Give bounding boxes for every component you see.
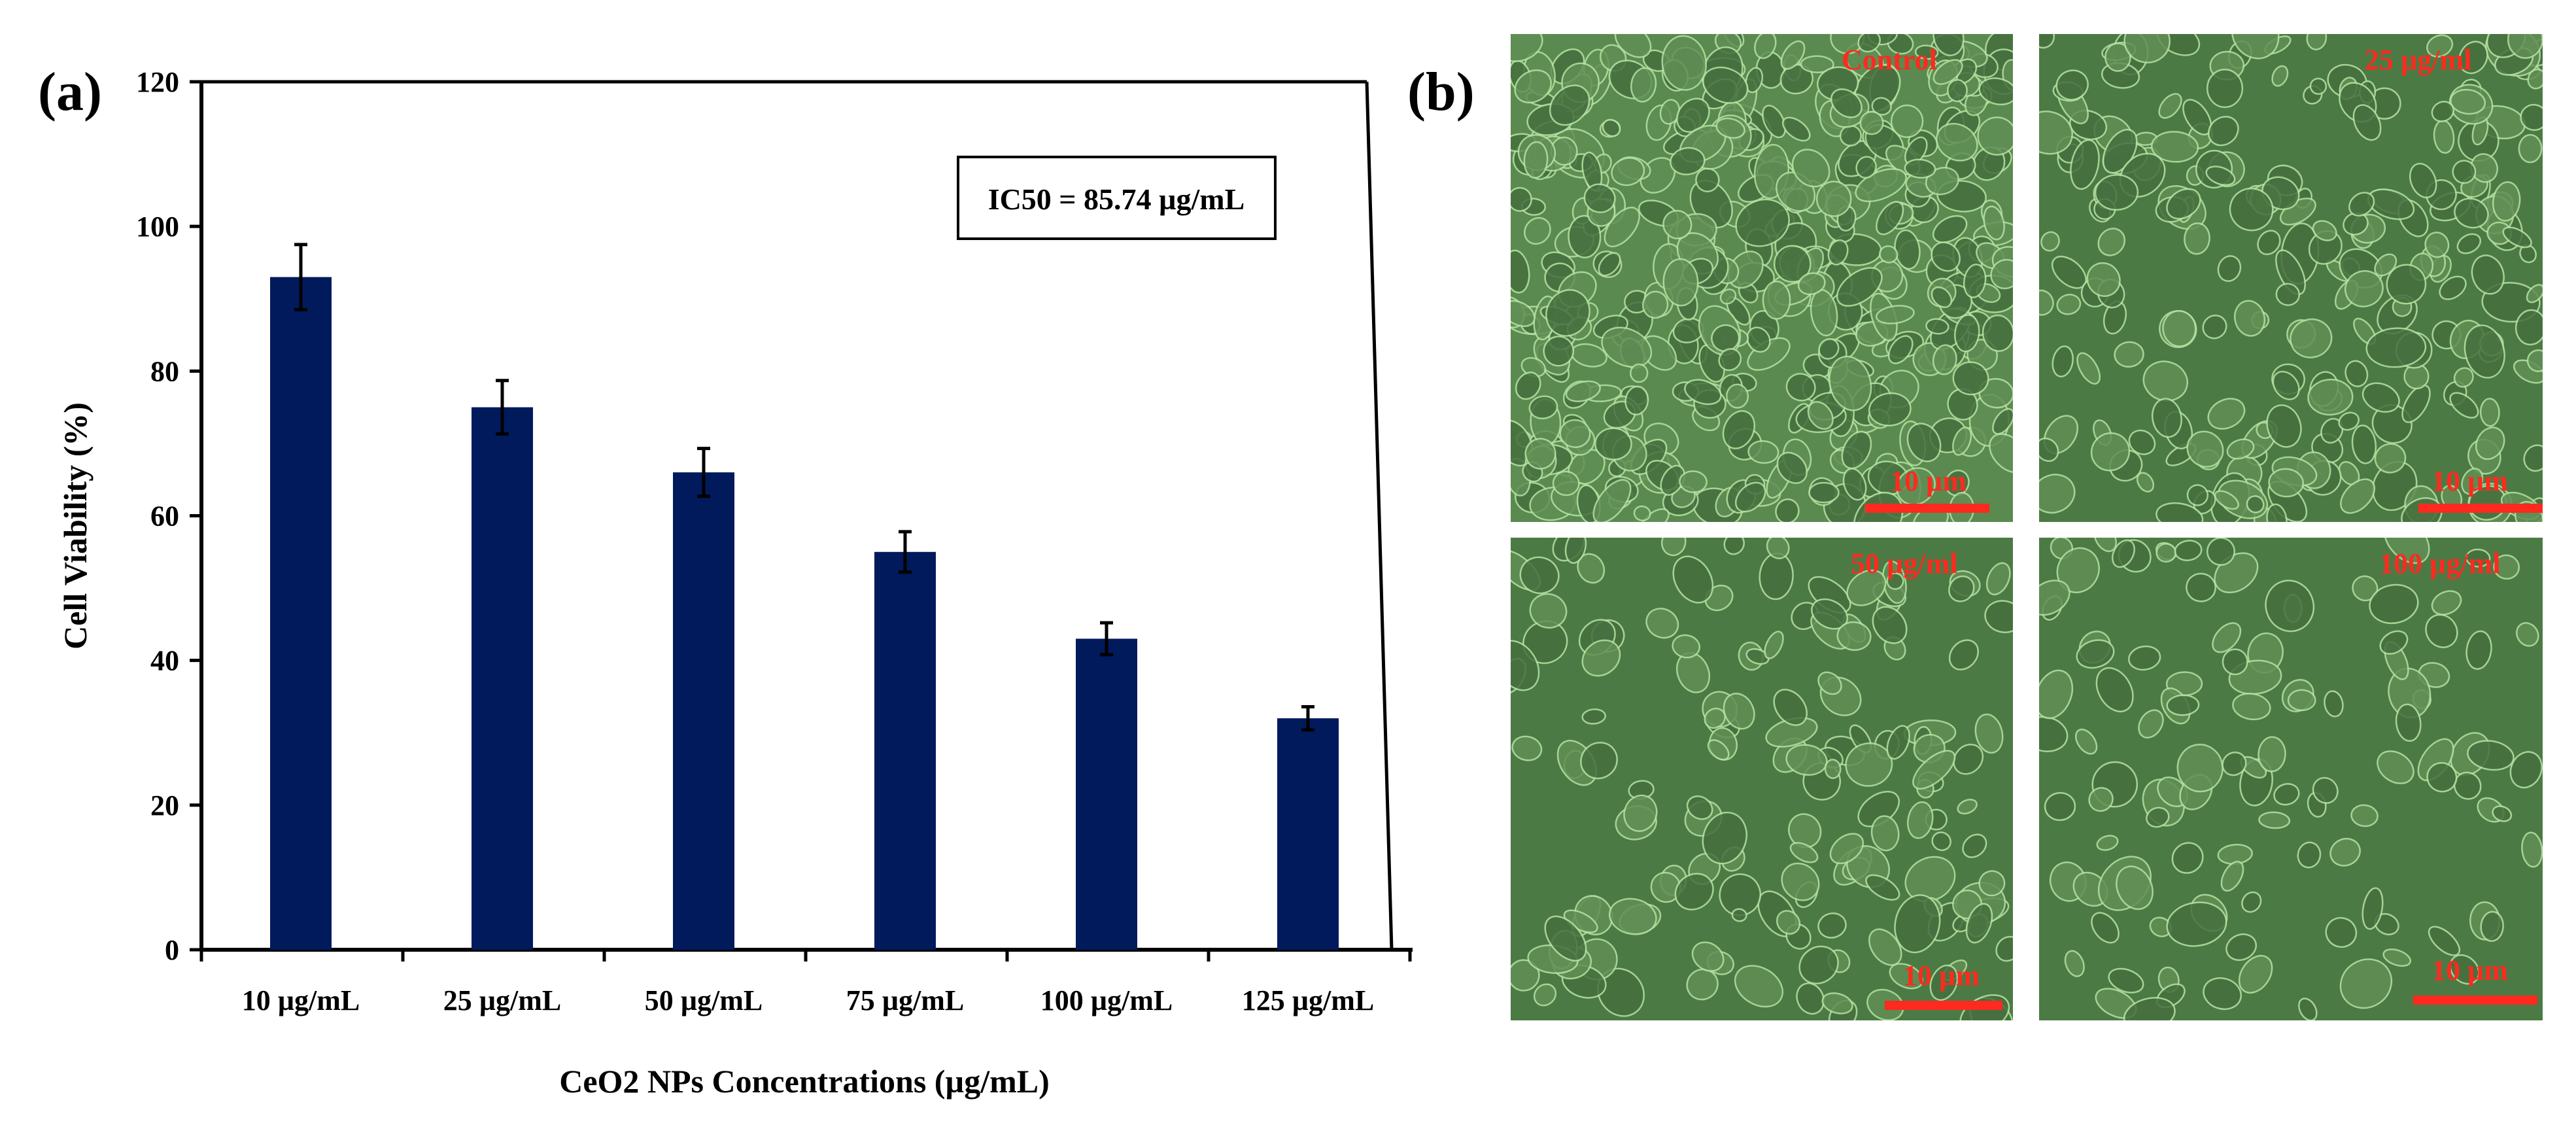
scale-bar-label: 10 µm	[1903, 960, 1980, 992]
bar	[673, 472, 734, 950]
x-tick-label: 75 µg/mL	[846, 984, 965, 1016]
x-tick-label: 100 µg/mL	[1040, 984, 1173, 1016]
y-tick-label: 100	[136, 211, 179, 243]
cell-image	[1511, 538, 2013, 1020]
cell-viability-chart: 0 20 40 60 80 100 120 10 µg/mL 25 µg/mL 50 µg/mL…	[57, 66, 1413, 1100]
error-bar	[697, 447, 710, 498]
y-tick-label: 60	[150, 500, 179, 532]
y-tick-label: 80	[150, 355, 179, 387]
scale-bar	[2418, 504, 2543, 513]
error-bar	[1301, 704, 1314, 732]
y-axis-ticks: 0 20 40 60 80 100 120	[136, 66, 201, 966]
y-axis-title: Cell Viability (%)	[57, 402, 94, 650]
scale-bar	[2413, 996, 2537, 1005]
cell-image	[1511, 34, 2013, 522]
error-bar	[294, 243, 307, 311]
x-axis-title: CeO2 NPs Concentrations (µg/mL)	[559, 1063, 1050, 1100]
micrograph-100: 100 µg/ml 10 µm	[2039, 538, 2543, 1020]
micrograph-control: Control 10 µm	[1511, 34, 2013, 522]
bar	[1277, 718, 1339, 950]
bar	[874, 551, 936, 950]
ic50-annotation: IC50 = 85.74 µg/mL	[957, 156, 1277, 240]
scale-bar-label: 10 µm	[1890, 465, 1967, 497]
panel-a-label: (a)	[38, 61, 102, 122]
y-tick-label: 120	[136, 66, 179, 98]
bar	[1076, 638, 1137, 950]
micrograph-label: 100 µg/ml	[2379, 547, 2501, 580]
micrograph-50: 50 µg/ml 10 µm	[1511, 538, 2013, 1020]
bar	[472, 407, 533, 950]
x-tick-label: 50 µg/mL	[645, 984, 763, 1016]
y-tick-label: 0	[165, 934, 179, 966]
bar	[270, 277, 332, 950]
micrograph-label: 25 µg/ml	[2365, 44, 2472, 76]
scale-bar	[1885, 1001, 2002, 1010]
frame-right	[1365, 81, 1394, 950]
error-bars	[294, 243, 1314, 732]
ic50-label: IC50 = 85.74 µg/mL	[988, 182, 1245, 216]
error-bar	[1100, 621, 1113, 657]
x-tick-label: 10 µg/mL	[242, 984, 360, 1016]
x-tick-label: 25 µg/mL	[443, 984, 562, 1016]
x-axis-ticks: 10 µg/mL 25 µg/mL 50 µg/mL 75 µg/mL 100 µg/m…	[199, 950, 1412, 1016]
scale-bar-label: 10 µm	[2431, 465, 2509, 497]
panel-b-label: (b)	[1407, 61, 1475, 122]
x-tick-label: 125 µg/mL	[1242, 984, 1375, 1016]
y-tick-label: 20	[150, 789, 179, 822]
cell-image	[2039, 34, 2543, 522]
error-bar	[496, 379, 509, 436]
ic50-box	[957, 156, 1277, 240]
y-tick-label: 40	[150, 645, 179, 677]
error-bar	[899, 530, 912, 574]
micrograph-25: 25 µg/ml 10 µm	[2039, 34, 2543, 522]
scale-bar	[1865, 504, 1989, 513]
cell-image	[2039, 538, 2543, 1020]
micrograph-label: Control	[1842, 44, 1937, 76]
micrograph-label: 50 µg/ml	[1851, 547, 1958, 580]
scale-bar-label: 10 µm	[2431, 954, 2509, 986]
bars	[270, 277, 1339, 950]
